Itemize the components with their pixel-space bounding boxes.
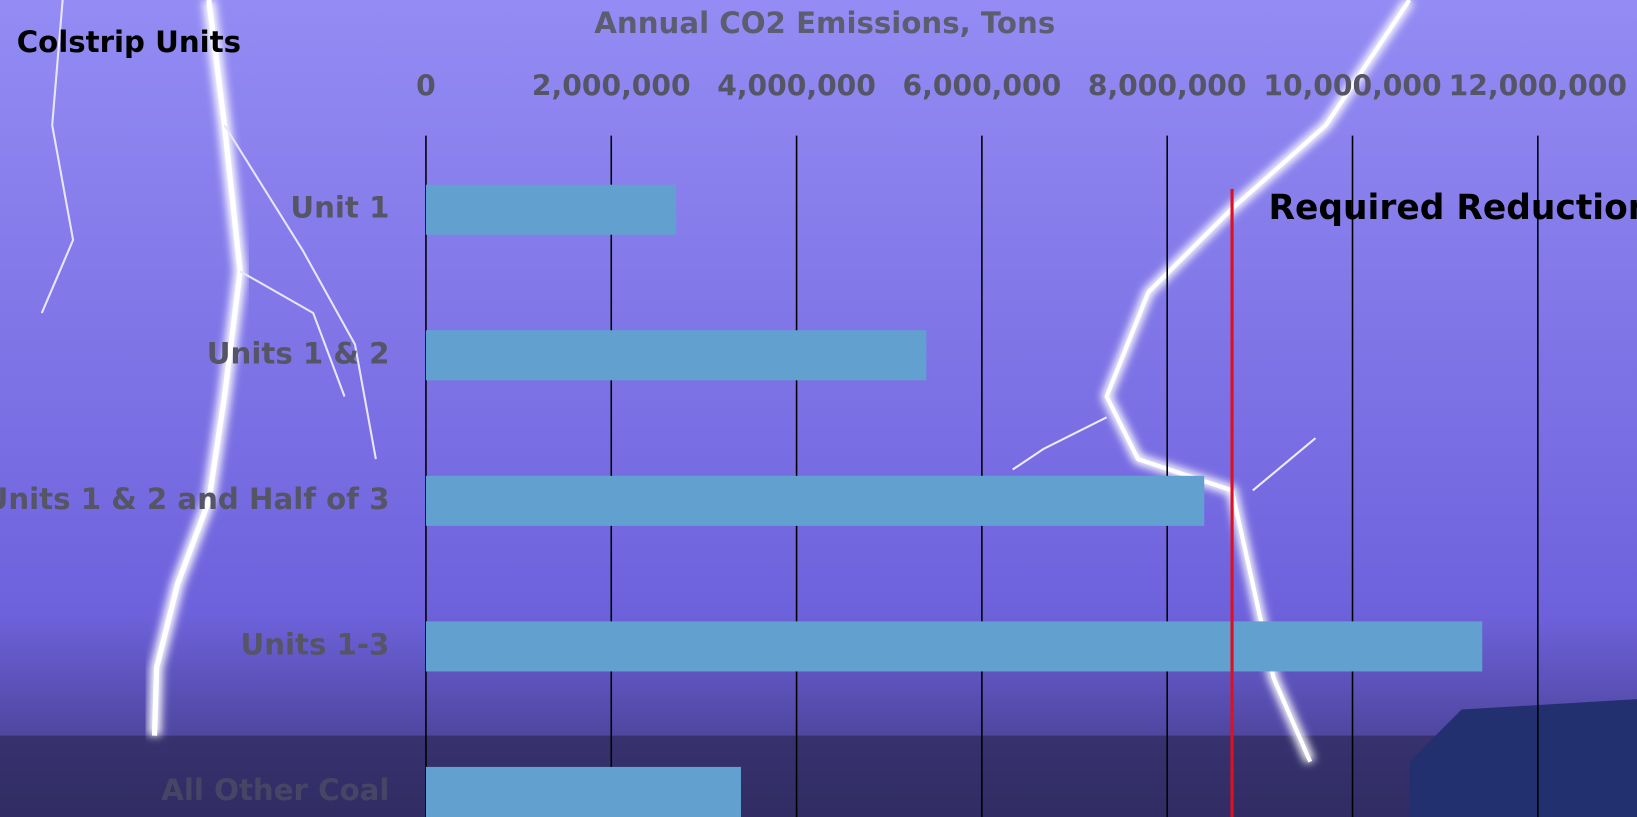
y-tick-label: Units 1 & 2 and Half of 3 [0, 482, 389, 516]
y-tick-label: Units 1 & 2 [207, 336, 390, 370]
bar [425, 475, 1205, 526]
y-tick-label: All Other Coal [161, 773, 389, 807]
x-tick-label: 10,000,000 [1263, 70, 1441, 103]
chart-title: Annual CO2 Emissions, Tons [594, 6, 1055, 40]
x-tick-label: 6,000,000 [903, 70, 1062, 103]
y-tick-label: Unit 1 [290, 191, 389, 225]
ground [0, 735, 1637, 817]
y-tick-label: Units 1-3 [240, 627, 389, 661]
bar [425, 184, 677, 235]
house [1409, 699, 1637, 817]
x-tick-label: 12,000,000 [1449, 70, 1627, 103]
bar [425, 621, 1483, 672]
y-axis-title: Colstrip Units [17, 25, 241, 59]
reference-label: Required Reduction [1268, 188, 1637, 228]
x-tick-label: 2,000,000 [532, 70, 691, 103]
bar [425, 330, 927, 381]
bar [425, 766, 741, 817]
x-tick-label: 0 [416, 70, 436, 103]
x-tick-label: 4,000,000 [717, 70, 876, 103]
x-tick-label: 8,000,000 [1088, 70, 1247, 103]
